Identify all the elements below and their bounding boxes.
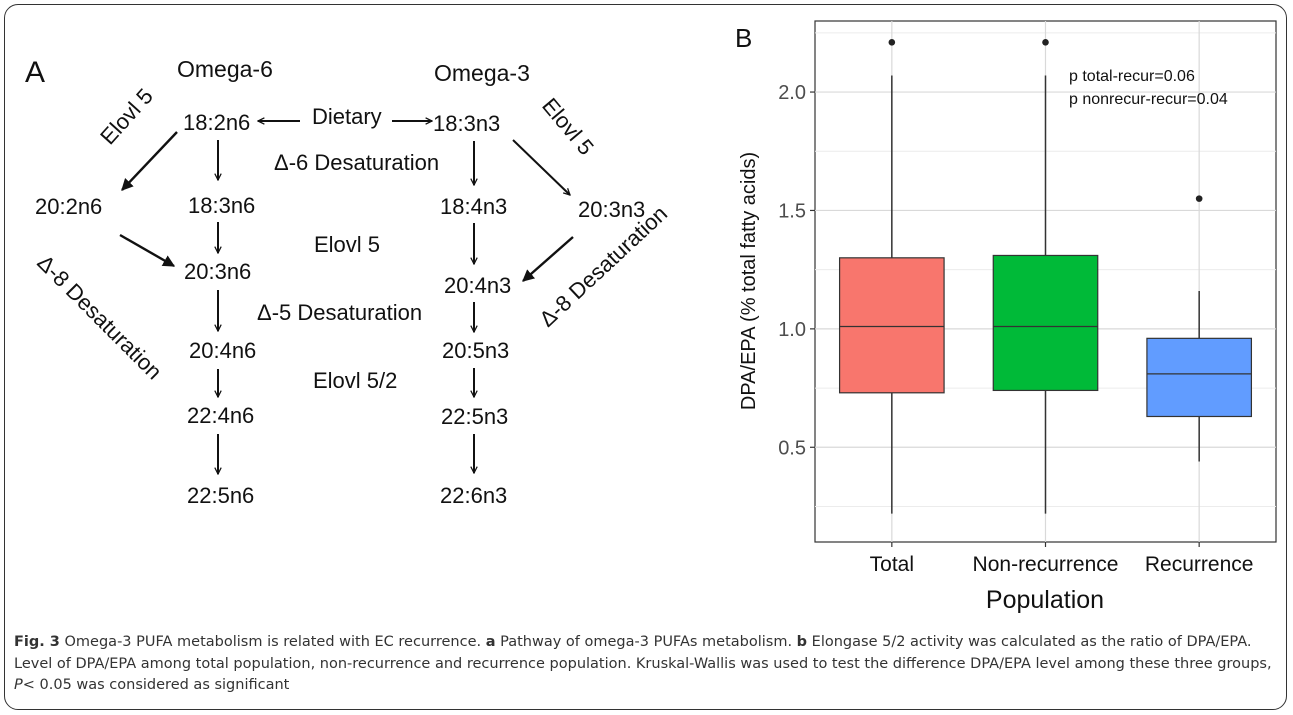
omega3-metabolite: 22:5n3 <box>441 404 508 429</box>
x-tick-label: Total <box>870 553 914 576</box>
arrow-omega6-side-to-main <box>119 233 176 268</box>
box <box>992 254 1099 392</box>
omega3-metabolite: 20:4n3 <box>444 273 511 298</box>
omega6-metabolite: 20:3n6 <box>184 259 251 284</box>
omega6-side-metabolite: 20:2n6 <box>35 194 102 219</box>
y-tick-label: 1.0 <box>778 319 806 341</box>
omega3-heading: Omega-3 <box>434 60 530 86</box>
y-tick-label: 2.0 <box>778 82 806 104</box>
figure-caption: Fig. 3 Omega-3 PUFA metabolism is relate… <box>14 632 1274 697</box>
caption-panel-b-text: Elongase 5/2 activity was calculated as … <box>14 634 1272 672</box>
y-tick-label: 0.5 <box>778 437 806 459</box>
y-axis-label: DPA/EPA (% total fatty acids) <box>738 152 760 410</box>
p-value-annotation: p total-recur=0.06 <box>1069 68 1195 85</box>
x-tick-label: Non-recurrence <box>973 553 1119 576</box>
omega6-metabolite: 22:4n6 <box>187 403 254 428</box>
pathway-diagram: A Omega-6 Omega-3 18:2n6 18:3n6 20:3n6 2… <box>25 56 672 508</box>
x-axis-label: Population <box>986 586 1104 614</box>
omega6-heading: Omega-6 <box>177 56 273 82</box>
figure-canvas: A Omega-6 Omega-3 18:2n6 18:3n6 20:3n6 2… <box>25 20 1277 614</box>
panel-b-label: B <box>735 23 752 53</box>
boxes <box>838 39 1253 514</box>
elovl5-label: Elovl 5 <box>314 232 380 257</box>
arrow-omega6-elongation <box>121 131 178 191</box>
omega3-side-metabolite: 20:3n3 <box>578 197 645 222</box>
p-value-annotation: p nonrecur-recur=0.04 <box>1069 91 1228 108</box>
outlier-point <box>888 39 896 46</box>
caption-p-text: < 0.05 was considered as significant <box>22 677 290 693</box>
caption-title: Omega-3 PUFA metabolism is related with … <box>64 634 482 650</box>
caption-figure-number: Fig. 3 <box>14 634 60 650</box>
y-axis-ticks: 0.5 1.0 1.5 2.0 <box>778 82 815 459</box>
omega3-metabolite: 20:5n3 <box>442 338 509 363</box>
elovl5-left-label: Elovl 5 <box>95 84 158 150</box>
caption-p-symbol: P <box>14 677 23 693</box>
dietary-label: Dietary <box>312 104 382 129</box>
caption-panel-a-text: Pathway of omega-3 PUFAs metabolism. <box>500 634 793 650</box>
y-tick-label: 1.5 <box>778 200 806 222</box>
omega6-metabolite: 18:3n6 <box>188 193 255 218</box>
outlier-point <box>1195 195 1203 202</box>
elovl52-label: Elovl 5/2 <box>313 368 397 393</box>
delta5-desaturation-label: Δ-5 Desaturation <box>257 300 422 325</box>
omega3-metabolite: 18:3n3 <box>433 111 500 136</box>
x-axis-ticks: Total Non-recurrence Recurrence <box>870 542 1254 576</box>
caption-panel-a-label: a <box>485 634 496 650</box>
outlier-point <box>1042 39 1049 46</box>
elovl5-right-label: Elovl 5 <box>537 93 599 160</box>
omega3-metabolite: 18:4n3 <box>440 194 507 219</box>
box <box>838 257 945 394</box>
x-tick-label: Recurrence <box>1145 553 1254 576</box>
panel-a-label: A <box>25 56 45 89</box>
box <box>1146 337 1253 418</box>
omega6-metabolite: 20:4n6 <box>189 338 256 363</box>
boxplot-chart: B 0.5 1.0 1.5 2.0 Total Non-recurrence Recurr… <box>735 20 1277 614</box>
arrow-omega3-elongation <box>512 139 570 195</box>
delta6-desaturation-label: Δ-6 Desaturation <box>274 150 439 175</box>
caption-panel-b-label: b <box>796 634 808 650</box>
arrow-omega3-side-to-main <box>522 236 574 282</box>
omega6-metabolite: 22:5n6 <box>187 483 254 508</box>
omega3-metabolite: 22:6n3 <box>440 483 507 508</box>
delta8-desaturation-left-label: Δ-8 Desaturation <box>32 250 166 384</box>
omega6-metabolite: 18:2n6 <box>183 110 250 135</box>
